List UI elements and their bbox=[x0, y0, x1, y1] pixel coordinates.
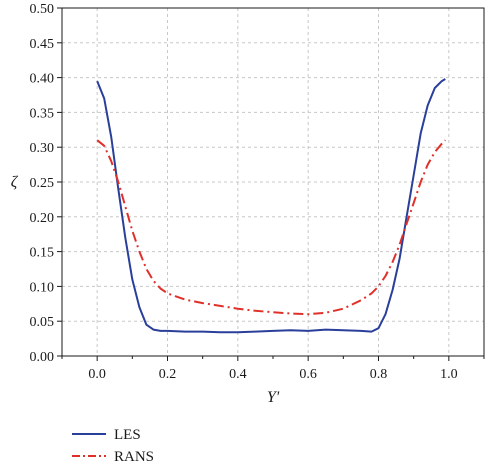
y-tick-label: 0.35 bbox=[30, 106, 55, 121]
y-tick-label: 0.25 bbox=[30, 176, 55, 191]
y-tick-label: 0.40 bbox=[30, 72, 55, 87]
legend: LES RANS bbox=[72, 427, 154, 465]
y-tick-label: 0.15 bbox=[30, 246, 55, 261]
axis-ticks: 0.0 0.2 0.4 0.6 0.8 1.0 0.00 0.05 0.10 0.15 0.20 0.… bbox=[30, 2, 485, 382]
y-tick-label: 0.45 bbox=[30, 37, 55, 52]
y-tick-label: 0.05 bbox=[30, 315, 55, 330]
y-axis-title: ζ bbox=[11, 174, 19, 191]
x-tick-label: 1.0 bbox=[440, 367, 458, 382]
x-tick-label: 0.4 bbox=[229, 367, 247, 382]
y-tick-label: 0.30 bbox=[30, 141, 55, 156]
series-lines bbox=[96, 78, 447, 334]
x-tick-label: 0.2 bbox=[159, 367, 177, 382]
x-axis-title: Y' bbox=[267, 389, 280, 406]
x-tick-label: 0.0 bbox=[88, 367, 106, 382]
series-line-les bbox=[96, 78, 446, 334]
legend-label-les: LES bbox=[114, 427, 141, 443]
y-tick-label: 0.10 bbox=[30, 280, 55, 295]
x-tick-label: 0.8 bbox=[370, 367, 388, 382]
y-tick-label: 0.20 bbox=[30, 211, 55, 226]
legend-label-rans: RANS bbox=[114, 449, 154, 465]
x-tick-label: 0.6 bbox=[299, 367, 317, 382]
grid-lines bbox=[62, 8, 484, 356]
y-tick-label: 0.00 bbox=[30, 350, 55, 365]
series-line-rans bbox=[96, 139, 447, 316]
y-tick-label: 0.50 bbox=[30, 2, 55, 17]
